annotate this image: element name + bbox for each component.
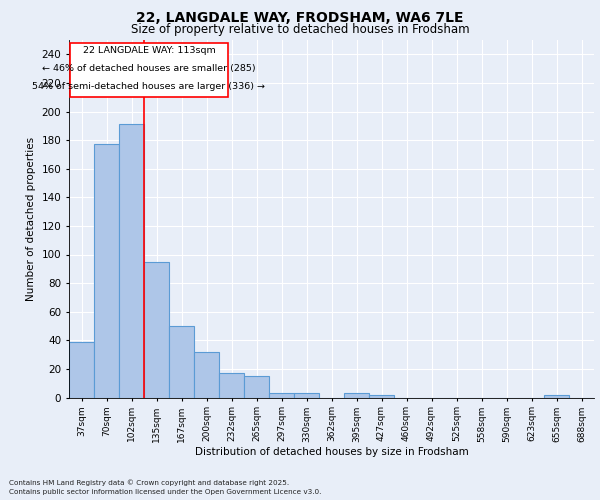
Bar <box>369 394 394 398</box>
Bar <box>194 352 219 398</box>
Bar <box>144 262 169 398</box>
Bar <box>69 342 94 398</box>
FancyBboxPatch shape <box>70 43 228 97</box>
Text: Size of property relative to detached houses in Frodsham: Size of property relative to detached ho… <box>131 22 469 36</box>
Y-axis label: Number of detached properties: Number of detached properties <box>26 136 36 301</box>
Bar <box>294 393 319 398</box>
Bar <box>269 393 294 398</box>
Bar <box>169 326 194 398</box>
Text: 22 LANGDALE WAY: 113sqm: 22 LANGDALE WAY: 113sqm <box>83 46 215 54</box>
Text: ← 46% of detached houses are smaller (285): ← 46% of detached houses are smaller (28… <box>42 64 256 73</box>
Bar <box>119 124 144 398</box>
Bar <box>94 144 119 398</box>
Text: Contains HM Land Registry data © Crown copyright and database right 2025.: Contains HM Land Registry data © Crown c… <box>9 480 289 486</box>
Bar <box>244 376 269 398</box>
Text: 54% of semi-detached houses are larger (336) →: 54% of semi-detached houses are larger (… <box>32 82 265 91</box>
Bar <box>544 394 569 398</box>
Bar <box>219 373 244 398</box>
Bar <box>344 393 369 398</box>
X-axis label: Distribution of detached houses by size in Frodsham: Distribution of detached houses by size … <box>194 447 469 457</box>
Text: Contains public sector information licensed under the Open Government Licence v3: Contains public sector information licen… <box>9 489 322 495</box>
Text: 22, LANGDALE WAY, FRODSHAM, WA6 7LE: 22, LANGDALE WAY, FRODSHAM, WA6 7LE <box>136 11 464 25</box>
